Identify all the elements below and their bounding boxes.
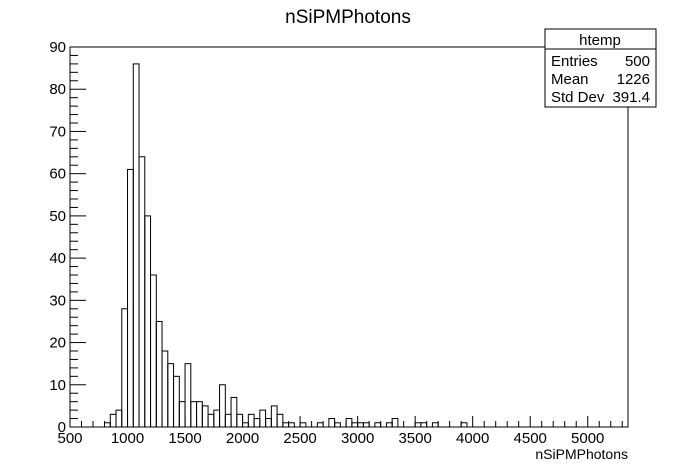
x-tick-label: 1000 — [111, 430, 144, 447]
stats-entries-value: 500 — [625, 53, 650, 70]
histogram-bar — [207, 413, 215, 428]
histogram-bar — [201, 405, 209, 428]
histogram-bar — [460, 422, 468, 428]
histogram-bar — [391, 418, 399, 428]
histogram-bar — [259, 409, 267, 428]
stats-stddev-label: Std Dev — [551, 89, 605, 106]
histogram-bar — [334, 422, 341, 428]
histogram-bar — [230, 396, 238, 428]
x-tick-label: 4500 — [514, 430, 547, 447]
histogram-bar — [109, 413, 117, 428]
x-tick-label: 1500 — [168, 430, 201, 447]
histogram-bar — [270, 405, 278, 428]
histogram-bar — [345, 418, 353, 428]
x-axis: 500 1000 1500 2000 2500 3000 3500 4000 4500 5000 — [57, 416, 623, 447]
histogram-bar — [236, 413, 244, 428]
y-tick-label: 60 — [49, 166, 66, 183]
y-tick-label: 30 — [49, 292, 66, 309]
histogram-bar — [420, 422, 428, 428]
x-tick-label: 2000 — [226, 430, 259, 447]
histogram-bar — [150, 274, 157, 428]
histogram-bar — [144, 215, 152, 428]
histogram-bar — [288, 422, 295, 428]
stats-box-frame — [544, 28, 657, 108]
histogram-bar — [374, 422, 382, 428]
stats-stddev-value: 391.4 — [612, 89, 650, 106]
histogram-bars — [104, 63, 468, 428]
histogram-bar — [219, 384, 226, 428]
x-tick-label: 500 — [57, 430, 82, 447]
x-tick-label: 5000 — [571, 430, 604, 447]
stats-entries-label: Entries — [551, 53, 598, 70]
histogram-bar — [276, 413, 284, 428]
histogram-bar — [253, 418, 261, 428]
histogram-bar — [155, 320, 163, 428]
histogram-bar — [282, 422, 290, 428]
y-tick-label: 40 — [49, 250, 66, 267]
histogram-bar — [328, 418, 336, 428]
y-tick-label: 50 — [49, 208, 66, 225]
histogram-bar — [224, 413, 232, 428]
histogram-bar — [357, 422, 364, 428]
histogram-bar — [115, 409, 123, 428]
histogram-bar — [247, 413, 255, 428]
histogram-bar — [190, 401, 198, 428]
histogram-bar — [213, 409, 221, 428]
histogram-bar — [178, 401, 186, 428]
histogram-bar — [196, 401, 203, 428]
stats-mean-value: 1226 — [617, 71, 650, 88]
x-tick-label: 3500 — [398, 430, 431, 447]
x-axis-title: nSiPMPhotons — [535, 446, 628, 462]
histogram-bar — [242, 422, 249, 428]
histogram-bar — [161, 350, 169, 428]
histogram-bar — [138, 156, 146, 428]
x-tick-label: 3000 — [341, 430, 374, 447]
x-tick-label: 4000 — [456, 430, 489, 447]
chart-title: nSiPMPhotons — [285, 7, 411, 28]
histogram-bar — [316, 422, 324, 428]
histogram-bar — [414, 422, 422, 428]
stats-mean-label: Mean — [551, 71, 589, 88]
histogram-bar — [173, 375, 180, 428]
x-tick-label: 2500 — [283, 430, 316, 447]
histogram-bar — [299, 422, 307, 428]
histogram-bar — [351, 422, 359, 428]
histogram-bar — [385, 422, 393, 428]
histogram-bar — [167, 363, 175, 428]
y-tick-label: 90 — [49, 39, 66, 56]
histogram-bar — [127, 168, 134, 428]
histogram-bar — [121, 308, 129, 428]
stats-box: htemp Entries 500 Mean 1226 Std Dev 391.… — [544, 28, 657, 108]
plot-frame — [69, 46, 629, 428]
histogram-bar — [184, 363, 192, 428]
histogram-bar — [104, 422, 111, 428]
y-tick-label: 0 — [58, 419, 66, 436]
y-axis: 0 10 20 30 40 50 60 70 80 90 — [49, 39, 86, 436]
histogram-bar — [265, 418, 272, 428]
histogram-bar — [431, 422, 439, 428]
histogram-bar — [132, 63, 140, 428]
y-tick-label: 80 — [49, 81, 66, 98]
y-tick-label: 20 — [49, 335, 66, 352]
histogram-bar — [362, 422, 370, 428]
y-tick-label: 70 — [49, 123, 66, 140]
y-tick-label: 10 — [49, 377, 66, 394]
stats-box-name: htemp — [579, 32, 621, 49]
